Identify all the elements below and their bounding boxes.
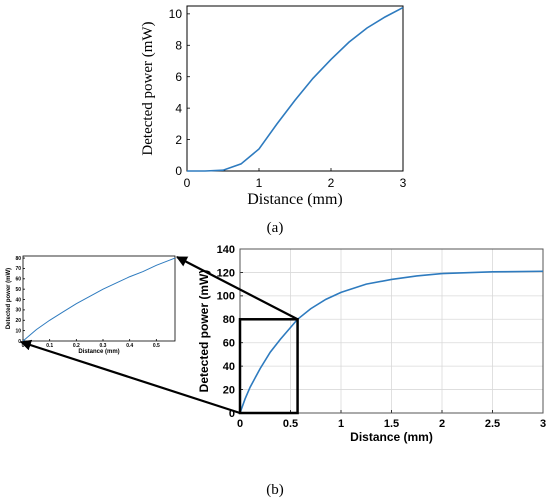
connector-arrow-top [176,256,299,321]
x-tick-label: 0.2 [73,343,80,349]
panel-b-x-axis-label: Distance (mm) [350,430,433,444]
panel-b-y-axis-label: Detected power (mW) [197,270,211,393]
panel-b-ticks: 0 0.5 1 1.5 2 2.5 3 0 20 40 60 80 100 120 140 [217,244,546,430]
y-tick-label: 40 [223,361,235,373]
x-tick-label: 0 [184,176,191,190]
zoom-connector-arrows [19,256,299,415]
y-tick-label: 140 [217,244,235,256]
y-tick-label: 2 [175,133,182,147]
x-tick-label: 0.5 [153,343,160,349]
y-tick-label: 60 [15,277,21,283]
x-tick-label: 0.4 [126,343,133,349]
x-tick-label: 0.1 [46,343,53,349]
y-tick-label: 70 [15,266,21,272]
x-tick-label: 3 [400,176,407,190]
y-tick-label: 60 [223,338,235,350]
y-tick-label: 20 [15,318,21,324]
panel-b-caption: (b) [266,482,284,498]
panel-a-chart: 0 1 2 3 0 2 4 6 8 10 Distance (mm) Detected power… [140,5,407,236]
y-tick-label: 4 [175,101,182,115]
x-tick-label: 1.5 [384,418,399,430]
y-tick-label: 10 [169,7,183,21]
x-tick-label: 1 [338,418,344,430]
y-tick-label: 50 [15,287,21,293]
y-tick-label: 30 [15,308,21,314]
panel-b-series-line [239,270,544,414]
y-tick-label: 0 [229,408,235,420]
x-tick-label: 2 [439,418,445,430]
y-tick-label: 100 [217,291,235,303]
inset-y-axis-label: Detected power (mW) [6,268,12,329]
y-tick-label: 80 [15,256,21,262]
panel-b-grid [239,248,544,414]
x-tick-label: 0.3 [100,343,107,349]
x-tick-label: 1 [256,176,263,190]
y-tick-label: 40 [15,297,21,303]
inset-series-line [22,257,176,342]
panel-a-x-axis-label: Distance (mm) [247,191,343,208]
panel-a-plot-frame [186,5,404,172]
panel-a-y-axis-label: Detected power (mW) [140,21,156,155]
inset-plot-frame [22,255,176,342]
y-tick-label: 80 [223,314,235,326]
panel-b-chart: 0 0.5 1 1.5 2 2.5 3 0 20 40 60 80 100 120 140 Distance… [197,244,546,498]
y-tick-label: 0 [175,164,182,178]
panel-a-caption: (a) [267,220,284,236]
y-tick-label: 10 [15,328,21,334]
x-tick-label: 0.5 [283,418,298,430]
connector-arrow-bottom [19,339,241,415]
panel-a-series-line [187,6,404,172]
x-tick-label: 2 [328,176,335,190]
x-tick-label: 2.5 [485,418,500,430]
x-tick-label: 3 [540,418,546,430]
inset-x-axis-label: Distance (mm) [78,349,119,355]
y-tick-label: 6 [175,70,182,84]
y-tick-label: 0 [18,339,21,345]
x-tick-label: 0 [237,418,243,430]
y-tick-label: 8 [175,38,182,52]
y-tick-label: 120 [217,267,235,279]
panel-a-ticks: 0 1 2 3 0 2 4 6 8 10 [169,7,407,190]
y-tick-label: 20 [223,384,235,396]
panel-b-zoom-box [238,318,299,415]
